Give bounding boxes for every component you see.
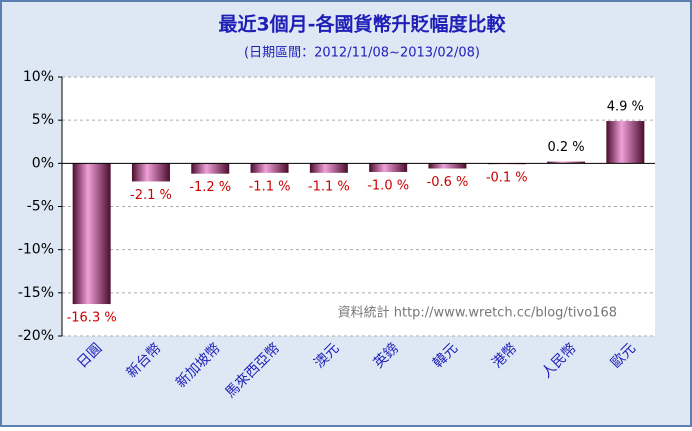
y-tick-label: 0% (32, 155, 54, 171)
chart-title: 最近3個月-各國貨幣升貶幅度比較 (218, 13, 506, 36)
value-label: -2.1 % (130, 188, 172, 203)
y-tick-label: -15% (18, 285, 54, 301)
value-label: -0.1 % (486, 171, 528, 186)
y-tick-label: 5% (32, 112, 54, 128)
bar (191, 163, 230, 174)
value-label: 0.2 % (547, 140, 584, 155)
y-tick-label: -20% (18, 328, 54, 344)
bar (547, 161, 586, 164)
bar (309, 163, 348, 173)
value-label: -1.1 % (308, 179, 350, 194)
chart-subtitle: (日期區間：2012/11/08~2013/02/08) (244, 46, 480, 61)
y-tick-label: 10% (23, 69, 54, 85)
value-label: -1.1 % (249, 179, 291, 194)
bar (250, 163, 289, 173)
y-tick-label: -5% (27, 199, 54, 215)
annotation: 資料統計 http://www.wretch.cc/blog/tivo168 (338, 305, 617, 321)
value-label: 4.9 % (607, 100, 644, 115)
value-label: -0.6 % (427, 175, 469, 190)
y-tick-label: -10% (18, 242, 54, 258)
bar (72, 163, 111, 305)
bar (369, 163, 408, 172)
value-label: -1.0 % (367, 178, 409, 193)
value-label: -16.3 % (67, 311, 117, 326)
bar (131, 163, 170, 182)
bar (606, 121, 645, 164)
value-label: -1.2 % (189, 180, 231, 195)
bar (428, 163, 467, 169)
